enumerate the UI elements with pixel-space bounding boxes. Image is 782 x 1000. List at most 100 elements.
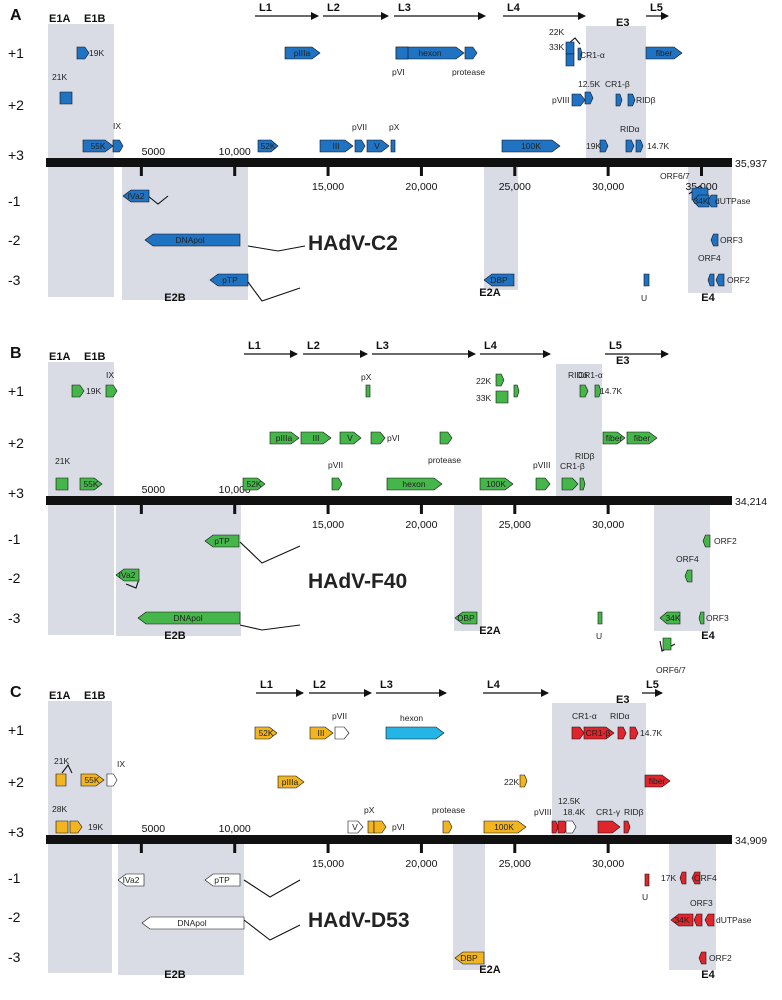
- scale-tick: [233, 167, 237, 176]
- gene-19k-label: 19K: [86, 386, 101, 396]
- gene-orf2: [698, 951, 707, 965]
- frame-label-minus1: -1: [8, 531, 21, 547]
- gene-hexon: [386, 477, 443, 491]
- region-label-e3: E3: [616, 17, 629, 29]
- scale-tick: [513, 505, 517, 514]
- gene-dnapol-label: DNApol: [175, 235, 204, 245]
- gene-rid--label: RIDβ: [636, 95, 656, 105]
- gene-orf3: [693, 913, 703, 927]
- gene-iva2-label: IVa2: [123, 875, 140, 885]
- gene-dbp: [454, 611, 478, 625]
- gene-orf4-label: ORF4: [694, 873, 717, 883]
- gene-100k-label: 100K: [494, 822, 514, 832]
- gene-cr1-: [583, 726, 615, 740]
- gene-100k: [501, 139, 561, 153]
- gene-fiber: [602, 431, 626, 445]
- region-label-e1b: E1B: [84, 690, 105, 702]
- region-label-e2a: E2A: [479, 287, 500, 299]
- gene-px-label: pX: [364, 805, 375, 815]
- gene-33k-label: 33K: [476, 393, 491, 403]
- late-label-l5: L5: [650, 2, 663, 14]
- region-label-e4: E4: [701, 969, 715, 981]
- gene-52k: [257, 139, 279, 153]
- frame-label-plus2: +2: [8, 435, 24, 451]
- gene-piiia: [277, 775, 305, 789]
- frame-label-minus2: -2: [8, 232, 21, 248]
- gene-pviii-label: pVIII: [533, 460, 550, 470]
- region-shade: [552, 703, 646, 841]
- gene-fiber-label: fiber: [634, 433, 651, 443]
- gene-px-label: pX: [389, 122, 400, 132]
- scale-label: 15,000: [312, 519, 344, 531]
- late-label-l1: L1: [259, 2, 272, 14]
- gene-cr1-: [571, 726, 585, 740]
- region-label-e4: E4: [701, 630, 715, 642]
- gene-pvii: [334, 726, 350, 740]
- gene-v-label: V: [374, 141, 380, 151]
- scale-label: 5000: [142, 146, 166, 158]
- gene-ix-label: IX: [117, 759, 125, 769]
- gene-52k: [242, 477, 266, 491]
- gene-19k-label: 19K: [89, 48, 104, 58]
- frame-label-minus2: -2: [8, 570, 21, 586]
- gene-dnapol: [141, 916, 245, 930]
- gene-pvii-label: pVII: [328, 460, 343, 470]
- gene-ptp: [209, 273, 249, 287]
- gene-rid--label: RIDα: [620, 124, 640, 134]
- scale-tick: [326, 167, 330, 176]
- gene-19k: [599, 139, 609, 153]
- gene-rid-: [579, 384, 589, 398]
- gene-34k-label: 34K: [693, 196, 708, 206]
- scale-tick: [419, 505, 423, 514]
- gene-v-label: V: [352, 822, 358, 832]
- gene-piiia-label: pIIIa: [294, 48, 311, 58]
- scale-label: 20,000: [405, 519, 437, 531]
- gene-v: [347, 820, 364, 834]
- gene-hexon: [385, 726, 445, 740]
- gene-pvi: [373, 820, 387, 834]
- gene-cr1-: [577, 47, 583, 61]
- gene-34k: [692, 194, 710, 208]
- gene-dbp: [483, 273, 515, 287]
- gene-iii: [319, 139, 354, 153]
- gene-cr1-: [597, 820, 621, 834]
- region-label-e1a: E1A: [49, 690, 70, 702]
- gene-ptp-label: pTP: [222, 275, 238, 285]
- panel-letter: A: [10, 7, 22, 24]
- splice-line: [243, 879, 301, 898]
- gene-pvii: [331, 477, 343, 491]
- gene-rid--label: RIDα: [568, 370, 588, 380]
- gene-orf4: [707, 273, 715, 287]
- gene-pviii: [551, 820, 559, 834]
- gene-px-label: pX: [361, 372, 372, 382]
- region-label-e2b: E2B: [164, 630, 185, 642]
- frame-label-plus1: +1: [8, 722, 24, 738]
- gene-12-5k-label: 12.5K: [578, 79, 601, 89]
- scale-label: 25,000: [499, 858, 531, 870]
- gene-iii-label: III: [312, 433, 319, 443]
- scale-tick: [326, 844, 330, 853]
- gene-px: [365, 384, 371, 398]
- late-label-l5: L5: [609, 340, 622, 352]
- region-shade: [118, 842, 244, 975]
- gene-dbp-label: DBP: [490, 275, 508, 285]
- gene-protease-label: protease: [428, 455, 461, 465]
- gene-orf4-label: ORF4: [676, 554, 699, 564]
- gene-fiber: [626, 431, 658, 445]
- gene-hexon-label: hexon: [402, 479, 425, 489]
- gene-pvii-label: pVII: [332, 711, 347, 721]
- scale-tick: [513, 167, 517, 176]
- gene-pvi-label: pVI: [387, 433, 400, 443]
- gene-ptp-label: pTP: [214, 536, 230, 546]
- gene-protease: [439, 431, 453, 445]
- region-shade: [484, 165, 518, 290]
- frame-label-minus1: -1: [8, 193, 21, 209]
- gene-ptp: [204, 873, 241, 887]
- gene-dutpase: [704, 913, 715, 927]
- gene-19k: [69, 820, 83, 834]
- panel-letter: C: [10, 684, 22, 701]
- gene-rid-: [625, 139, 635, 153]
- gene-rid-: [627, 93, 636, 107]
